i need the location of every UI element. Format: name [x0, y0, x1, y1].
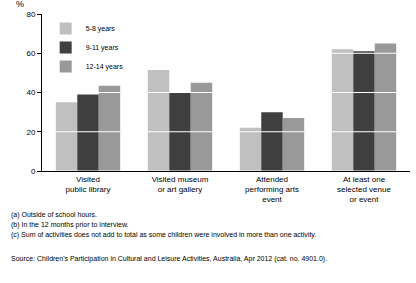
svg-text:Visited museumor art gallery: Visited museumor art gallery: [152, 175, 209, 194]
svg-text:Visitedpublic library: Visitedpublic library: [66, 175, 111, 194]
svg-text:12-14 years: 12-14 years: [86, 63, 123, 71]
svg-text:Attendedperforming artsevent: Attendedperforming artsevent: [245, 175, 299, 205]
svg-text:(c) Sum of activities does not: (c) Sum of activities does not add to to…: [11, 231, 316, 239]
svg-text:Source: Children's Participati: Source: Children's Participation in Cult…: [11, 255, 327, 263]
svg-text:20: 20: [26, 128, 35, 137]
svg-text:0: 0: [31, 167, 36, 176]
svg-text:60: 60: [26, 49, 35, 58]
svg-text:5-8 years: 5-8 years: [86, 25, 116, 33]
svg-text:At least oneselected venueor e: At least oneselected venueor event: [337, 175, 391, 205]
svg-text:9-11 years: 9-11 years: [86, 44, 119, 52]
svg-text:40: 40: [26, 88, 35, 97]
svg-text:%: %: [16, 0, 24, 9]
svg-text:(a) Outside of school hours.: (a) Outside of school hours.: [11, 211, 97, 219]
svg-text:(b) In the 12 months prior to: (b) In the 12 months prior to interview.: [11, 221, 129, 229]
svg-text:80: 80: [26, 10, 35, 19]
